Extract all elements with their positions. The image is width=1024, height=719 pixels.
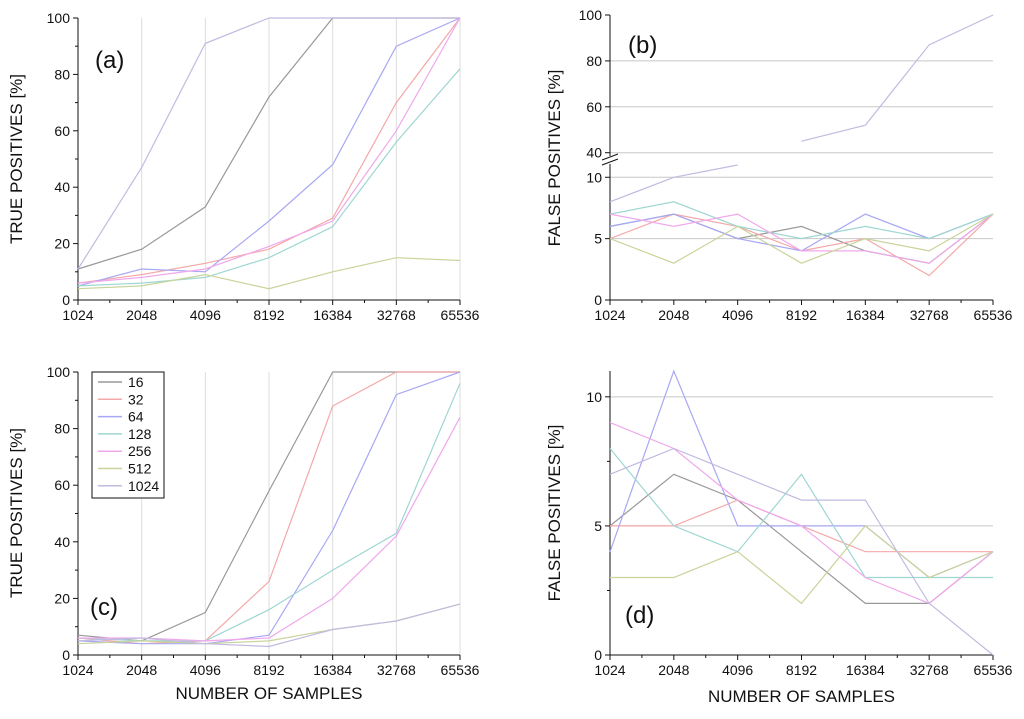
x-tick-label: 8192 [253,307,284,323]
y-tick-label: 0 [594,292,602,308]
y-tick-label: 80 [54,66,70,82]
x-tick-label: 65536 [441,307,480,323]
legend-label-1024: 1024 [128,478,159,494]
x-tick-label: 4096 [722,307,753,323]
series-line-64 [77,371,461,645]
panel-label: (d) [625,602,654,629]
y-tick-label: 40 [54,179,70,195]
series-line-32 [77,17,461,284]
panel-a: 1024 2048 4096 8192 16384 32768 65536 0 20 40 60 80… [7,10,480,323]
y-axis-label: FALSE POSITIVES [%] [545,70,564,247]
x-tick-label: 65536 [441,662,480,678]
series-line-1024 [609,447,994,656]
y-tick-label: 20 [54,236,70,252]
legend-label-512: 512 [128,461,152,477]
y-axis-label: TRUE POSITIVES [%] [7,428,26,598]
series-line-256 [609,213,994,264]
series-line-512 [610,525,994,605]
y-tick-label: 80 [54,421,70,437]
x-tick-label: 2048 [126,307,157,323]
x-axis-label: NUMBER OF SAMPLES [708,687,895,706]
y-tick-label: 100 [47,10,71,26]
series-line-128 [77,68,461,287]
y-tick-label: 60 [54,123,70,139]
y-tick-label: 100 [579,7,603,23]
y-axis-label: FALSE POSITIVES [%] [545,425,564,602]
legend-label-64: 64 [128,409,144,425]
series-line-128 [609,201,994,240]
y-tick-label: 0 [594,647,602,663]
series-line-16 [609,473,994,605]
x-tick-label: 65536 [974,307,1013,323]
legend-label-256: 256 [128,443,152,459]
x-tick-label: 1024 [594,662,625,678]
series-line-1024 [77,17,460,270]
series-line-512 [609,213,994,264]
series-line-64 [77,17,461,287]
y-tick-label: 5 [594,231,602,247]
x-tick-label: 2048 [658,307,689,323]
y-tick-label: 60 [54,477,70,493]
y-tick-label: 0 [62,292,70,308]
x-tick-label: 16384 [846,307,885,323]
legend-label-128: 128 [128,426,152,442]
y-tick-label: 80 [586,53,602,69]
panel-label: (b) [628,32,657,59]
x-tick-label: 32768 [377,307,416,323]
x-axis-label: NUMBER OF SAMPLES [175,684,362,703]
x-tick-label: 32768 [910,307,949,323]
y-tick-label: 5 [594,518,602,534]
panel-c: 1024 2048 4096 8192 16384 32768 65536 0 20 40 60 80… [7,364,480,703]
x-tick-label: 2048 [658,662,689,678]
y-tick-label: 0 [62,647,70,663]
series-line-512 [77,257,461,290]
y-tick-label: 20 [54,590,70,606]
series-line-128 [609,448,993,579]
y-tick-label: 100 [47,364,71,380]
y-tick-label: 10 [586,169,602,185]
legend-box [91,371,165,499]
x-tick-label: 65536 [974,662,1013,678]
y-tick-label: 10 [586,389,602,405]
x-tick-label: 8192 [786,307,817,323]
panel-d: 1024 2048 4096 8192 16384 32768 65536 0 5 10 (d) FA… [545,369,1013,706]
x-tick-label: 16384 [313,307,352,323]
x-tick-label: 4096 [190,662,221,678]
series-line-1024 [77,603,461,648]
legend-label-32: 32 [128,391,144,407]
x-tick-label: 1024 [62,662,93,678]
legend-label-16: 16 [128,374,144,390]
axis-break-gap [602,156,618,164]
x-tick-label: 32768 [377,662,416,678]
series-line-1024 [609,164,738,203]
series-line-256 [609,422,994,605]
y-axis-label: TRUE POSITIVES [%] [7,74,26,244]
axis-break-mark [601,153,619,161]
x-tick-label: 16384 [846,662,885,678]
series-line-1024 [801,14,994,142]
series-line-256 [77,17,461,284]
x-tick-label: 1024 [594,307,625,323]
panel-label: (c) [90,594,118,621]
x-tick-label: 8192 [786,662,817,678]
series-line-32 [609,213,994,277]
x-tick-label: 2048 [126,662,157,678]
x-tick-label: 1024 [62,307,93,323]
y-tick-label: 40 [54,534,70,550]
x-tick-label: 16384 [313,662,352,678]
x-tick-label: 4096 [722,662,753,678]
x-tick-label: 8192 [253,662,284,678]
x-tick-label: 32768 [910,662,949,678]
series-line-64 [609,213,994,252]
panel-label: (a) [95,47,124,74]
panel-b: 1024 2048 4096 8192 16384 32768 65536 0 5 10 40 60 8… [545,7,1013,323]
y-tick-label: 60 [586,99,602,115]
y-tick-label: 40 [586,145,602,161]
axis-break-mark [601,158,619,166]
x-tick-label: 4096 [190,307,221,323]
